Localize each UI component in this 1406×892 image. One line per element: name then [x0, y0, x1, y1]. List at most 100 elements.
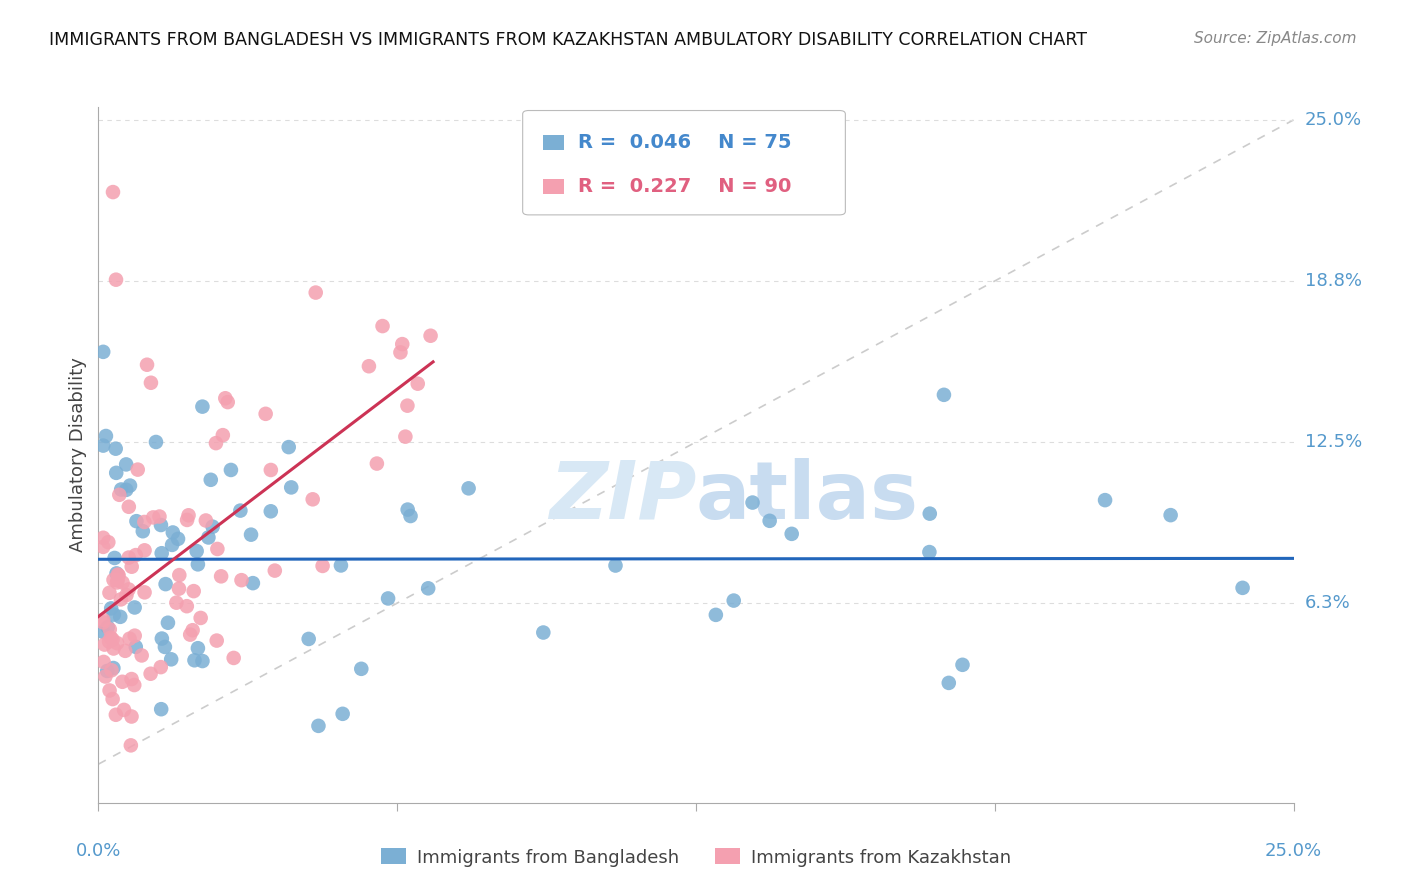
Point: [183, 584, 205, 599]
Point: [91, 540, 114, 554]
Point: [260, 504, 283, 518]
Point: [186, 544, 208, 558]
Point: [118, 550, 141, 565]
Point: [96, 664, 118, 678]
Point: [780, 526, 803, 541]
Point: [1160, 508, 1182, 523]
Text: 18.8%: 18.8%: [1305, 272, 1361, 290]
Point: [406, 376, 429, 391]
Point: [118, 632, 141, 646]
Point: [704, 607, 727, 622]
Point: [91, 613, 114, 627]
Text: R =  0.046    N = 75: R = 0.046 N = 75: [578, 133, 792, 152]
Point: [117, 582, 139, 597]
Point: [280, 480, 302, 494]
Point: [176, 513, 198, 527]
Point: [329, 558, 352, 573]
Point: [205, 436, 228, 450]
Point: [103, 607, 125, 622]
Point: [932, 388, 955, 402]
Point: [111, 575, 134, 590]
FancyBboxPatch shape: [543, 178, 564, 194]
Point: [101, 692, 124, 706]
Point: [110, 592, 132, 607]
Point: [101, 185, 124, 199]
Point: [177, 508, 200, 523]
Point: [183, 653, 205, 667]
Point: [156, 615, 179, 630]
Point: [142, 510, 165, 524]
Point: [105, 566, 128, 581]
FancyBboxPatch shape: [523, 111, 845, 215]
Point: [394, 430, 416, 444]
Point: [190, 611, 212, 625]
Point: [103, 641, 125, 656]
Point: [111, 674, 134, 689]
Text: atlas: atlas: [696, 458, 920, 536]
Point: [145, 435, 167, 450]
Point: [132, 524, 155, 539]
Point: [94, 429, 117, 443]
Point: [181, 624, 204, 638]
Point: [160, 538, 183, 552]
Point: [389, 345, 412, 359]
Point: [98, 683, 121, 698]
Point: [1094, 493, 1116, 508]
Point: [105, 575, 128, 590]
Point: [107, 567, 129, 582]
Point: [94, 669, 117, 683]
Point: [131, 648, 153, 663]
Point: [191, 400, 214, 414]
Point: [1232, 581, 1254, 595]
Point: [419, 328, 441, 343]
Point: [377, 591, 399, 606]
Point: [127, 462, 149, 476]
Text: 0.0%: 0.0%: [76, 842, 121, 860]
Point: [209, 569, 232, 583]
Text: Source: ZipAtlas.com: Source: ZipAtlas.com: [1194, 31, 1357, 46]
Point: [125, 514, 148, 528]
Point: [187, 641, 209, 656]
Point: [396, 399, 419, 413]
Text: 25.0%: 25.0%: [1305, 111, 1362, 129]
Point: [104, 551, 127, 566]
Point: [396, 502, 419, 516]
Text: 25.0%: 25.0%: [1265, 842, 1322, 860]
Text: ZIP: ZIP: [548, 458, 696, 536]
Legend: Immigrants from Bangladesh, Immigrants from Kazakhstan: Immigrants from Bangladesh, Immigrants f…: [374, 841, 1018, 874]
Point: [91, 624, 114, 639]
Point: [121, 672, 143, 686]
Point: [150, 632, 173, 646]
Point: [229, 503, 252, 517]
Point: [118, 478, 141, 492]
Point: [150, 546, 173, 560]
Point: [103, 573, 125, 587]
Point: [139, 376, 162, 390]
Point: [217, 395, 239, 409]
Point: [136, 358, 159, 372]
Point: [149, 518, 172, 533]
Point: [121, 559, 143, 574]
Point: [605, 558, 627, 573]
Point: [165, 596, 187, 610]
Point: [938, 676, 960, 690]
Point: [357, 359, 380, 374]
Point: [98, 634, 121, 648]
Point: [105, 466, 128, 480]
Point: [124, 600, 146, 615]
Point: [100, 663, 122, 677]
Point: [219, 463, 242, 477]
Point: [108, 488, 131, 502]
Point: [160, 652, 183, 666]
Point: [350, 662, 373, 676]
Point: [148, 509, 170, 524]
Point: [150, 702, 173, 716]
Point: [187, 558, 209, 572]
Text: IMMIGRANTS FROM BANGLADESH VS IMMIGRANTS FROM KAZAKHSTAN AMBULATORY DISABILITY C: IMMIGRANTS FROM BANGLADESH VS IMMIGRANTS…: [49, 31, 1087, 49]
Point: [918, 507, 941, 521]
Point: [263, 564, 285, 578]
Point: [115, 588, 138, 602]
Point: [115, 458, 138, 472]
Point: [179, 627, 201, 641]
Point: [305, 285, 328, 300]
